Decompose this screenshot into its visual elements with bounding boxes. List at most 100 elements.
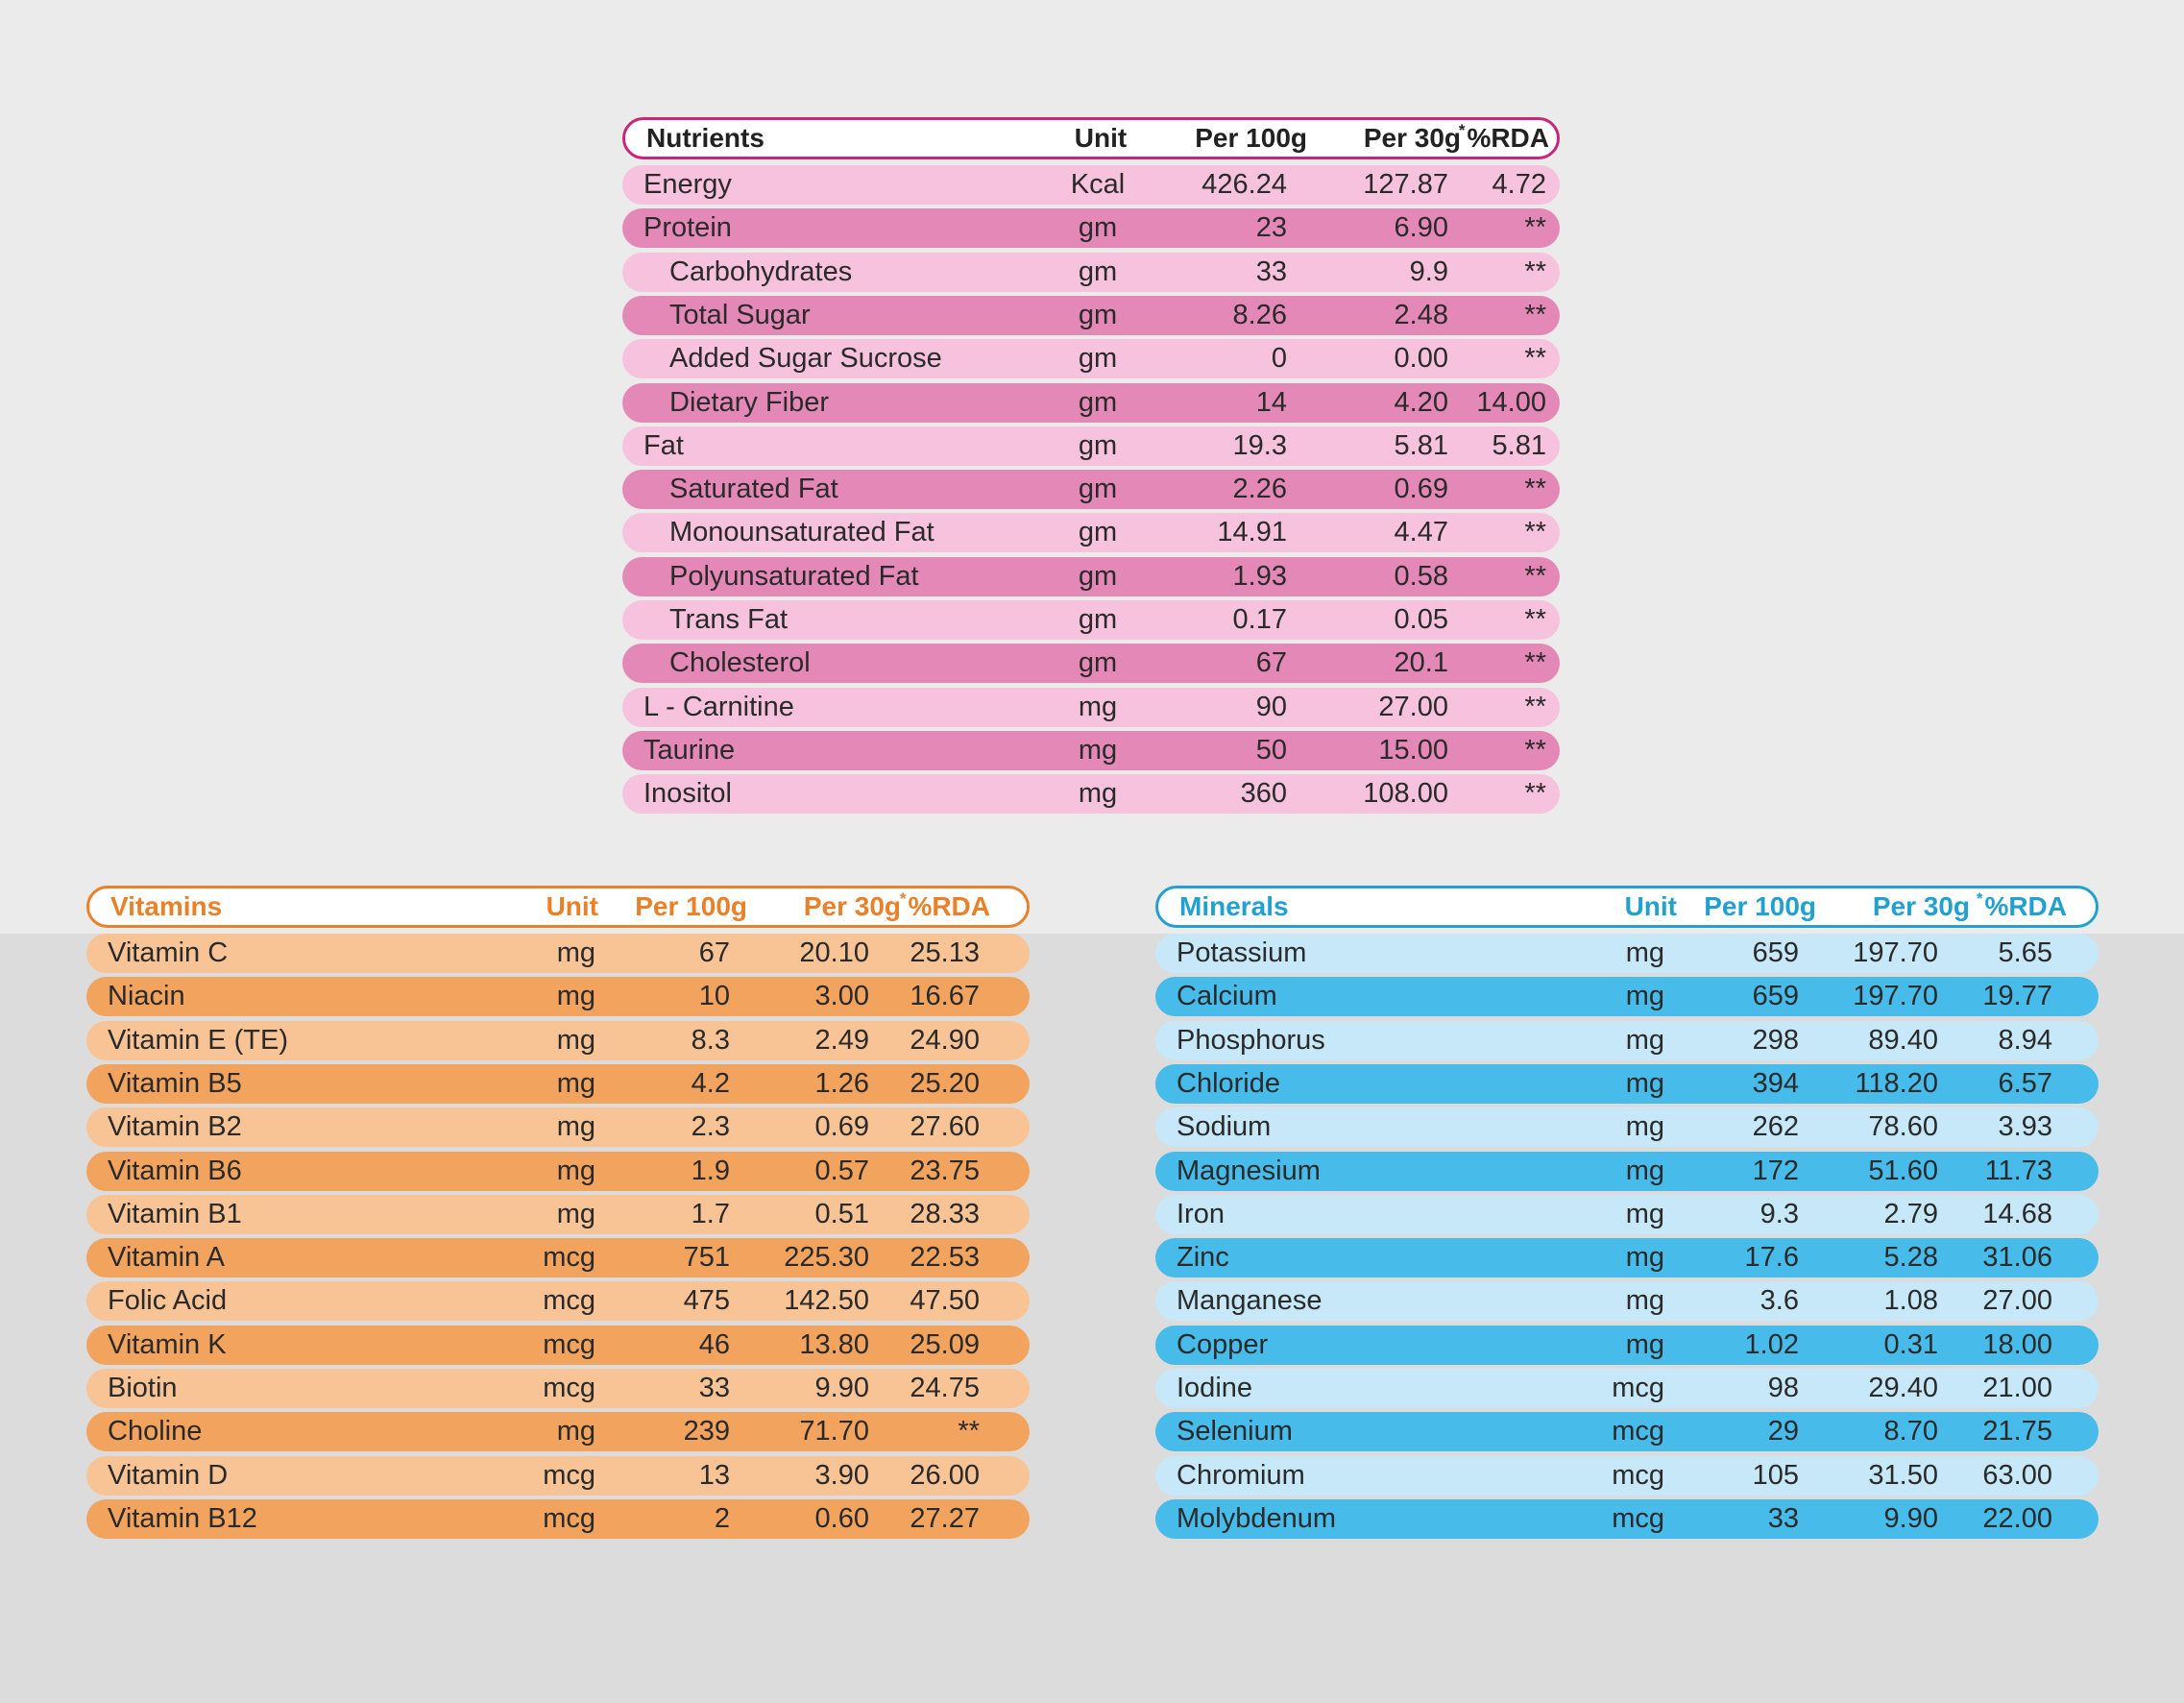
cell-per100: 2 [714,1502,730,1534]
cell-name: Vitamin A [108,1242,225,1274]
cell-unit: mg [1625,1198,1664,1229]
cell-per100: 19.3 [1232,429,1287,461]
cell-name: Vitamin K [108,1328,227,1360]
cell-per100: 475 [683,1285,730,1317]
table-row: Saturated Fat gm 2.26 0.69 ** [622,470,1560,510]
table-row: Trans Fat gm 0.17 0.05 ** [622,600,1560,640]
table-row: Iodine mcg 98 29.40 21.00 [1155,1369,2099,1408]
cell-rda: ** [1524,517,1546,548]
table-row: Total Sugar gm 8.26 2.48 ** [622,295,1560,335]
header-rda: * %RDA [900,888,990,925]
cell-per30: 0.58 [1394,560,1448,592]
cell-per30: 29.40 [1868,1373,1938,1403]
cell-per30: 3.00 [814,981,869,1012]
cell-per100: 67 [1255,647,1287,679]
cell-rda: 18.00 [1982,1328,2052,1360]
table-row: Vitamin D mcg 13 3.90 26.00 [86,1455,1030,1496]
table-row: Manganese mg 3.6 1.08 27.00 [1155,1281,2099,1322]
header-per-30g: Per 30g [1872,891,1970,921]
cell-name: Folic Acid [108,1285,228,1317]
cell-rda: ** [958,1416,980,1448]
header-rda-label: %RDA [908,891,990,921]
cell-per100: 23 [1255,212,1287,244]
cell-rda: 24.90 [910,1024,980,1056]
cell-rda: 25.20 [910,1067,980,1099]
cell-unit: mg [1625,1024,1664,1056]
cell-per100: 659 [1752,937,1799,968]
cell-unit: gm [1078,604,1118,635]
cell-name: Added Sugar Sucrose [669,343,942,375]
cell-per30: 118.20 [1855,1067,1938,1099]
cell-per100: 1.7 [691,1198,730,1229]
cell-unit: mg [556,1198,595,1229]
table-row: Vitamin B2 mg 2.3 0.69 27.60 [86,1107,1030,1148]
cell-per30: 89.40 [1868,1024,1938,1056]
cell-per100: 1.9 [691,1155,730,1186]
minerals-header: Minerals Unit Per 100g Per 30g * %RDA [1155,886,2099,928]
cell-rda: 14.68 [1982,1198,2052,1229]
cell-rda: 14.00 [1476,386,1546,418]
cell-per30: 127.87 [1363,169,1448,200]
cell-rda: 47.50 [910,1285,980,1317]
cell-name: Manganese [1177,1285,1323,1317]
cell-unit: mg [556,1067,595,1099]
cell-per30: 5.81 [1394,429,1448,461]
cell-unit: mg [1078,778,1118,810]
cell-unit: mcg [1612,1502,1664,1534]
cell-rda: 8.94 [1998,1024,2052,1056]
cell-unit: gm [1078,429,1118,461]
header-unit: Unit [546,891,598,921]
cell-rda: ** [1524,778,1546,810]
cell-name: Iron [1177,1198,1225,1229]
cell-per100: 33 [1767,1502,1799,1534]
header-rda-label: %RDA [1984,891,2067,921]
cell-per30: 6.90 [1394,212,1448,244]
cell-per30: 2.49 [814,1024,869,1056]
cell-rda: 5.81 [1492,429,1546,461]
cell-name: Monounsaturated Fat [669,517,934,548]
cell-name: Fat [643,429,684,461]
table-row: Taurine mg 50 15.00 ** [622,730,1560,770]
cell-per100: 172 [1752,1155,1799,1186]
cell-per30: 2.79 [1883,1198,1938,1229]
table-row: Inositol mg 360 108.00 ** [622,774,1560,815]
table-row: Choline mg 239 71.70 ** [86,1412,1030,1452]
cell-rda: 24.75 [910,1373,980,1403]
header-per-30g: Per 30g [1363,123,1461,153]
cell-per30: 0.57 [814,1155,869,1186]
table-row: Carbohydrates gm 33 9.9 ** [622,252,1560,292]
table-row: Added Sugar Sucrose gm 0 0.00 ** [622,339,1560,379]
cell-name: Choline [108,1416,203,1448]
cell-per30: 1.08 [1883,1285,1938,1317]
cell-per100: 98 [1767,1373,1799,1403]
table-row: Vitamin B6 mg 1.9 0.57 23.75 [86,1151,1030,1191]
cell-name: Copper [1177,1328,1269,1360]
rda-asterisk: * [1976,889,1983,908]
cell-unit: mg [1625,1242,1664,1274]
cell-unit: mg [1625,1155,1664,1186]
cell-rda: 63.00 [1982,1459,2052,1491]
cell-unit: mg [556,937,595,968]
cell-per30: 0.69 [1394,474,1448,505]
cell-per30: 9.90 [814,1373,869,1403]
table-row: Calcium mg 659 197.70 19.77 [1155,977,2099,1017]
cell-per30: 9.9 [1409,255,1448,287]
cell-per30: 31.50 [1868,1459,1938,1491]
cell-unit: mcg [543,1242,595,1274]
cell-name: Taurine [643,734,736,766]
cell-name: Molybdenum [1177,1502,1337,1534]
cell-rda: 27.27 [910,1502,980,1534]
cell-per100: 4.2 [691,1067,730,1099]
cell-per30: 1.26 [814,1067,869,1099]
cell-unit: gm [1078,560,1118,592]
cell-per30: 4.20 [1394,386,1448,418]
cell-rda: 31.06 [1982,1242,2052,1274]
table-row: Molybdenum mcg 33 9.90 22.00 [1155,1498,2099,1539]
table-row: Vitamin C mg 67 20.10 25.13 [86,934,1030,973]
table-row: Fat gm 19.3 5.81 5.81 [622,426,1560,466]
cell-per100: 33 [1255,255,1287,287]
cell-name: Vitamin B5 [108,1067,242,1099]
cell-per100: 2.26 [1232,474,1287,505]
cell-per30: 9.90 [1883,1502,1938,1534]
minerals-table: Minerals Unit Per 100g Per 30g * %RDA Pot… [1155,886,2099,1545]
